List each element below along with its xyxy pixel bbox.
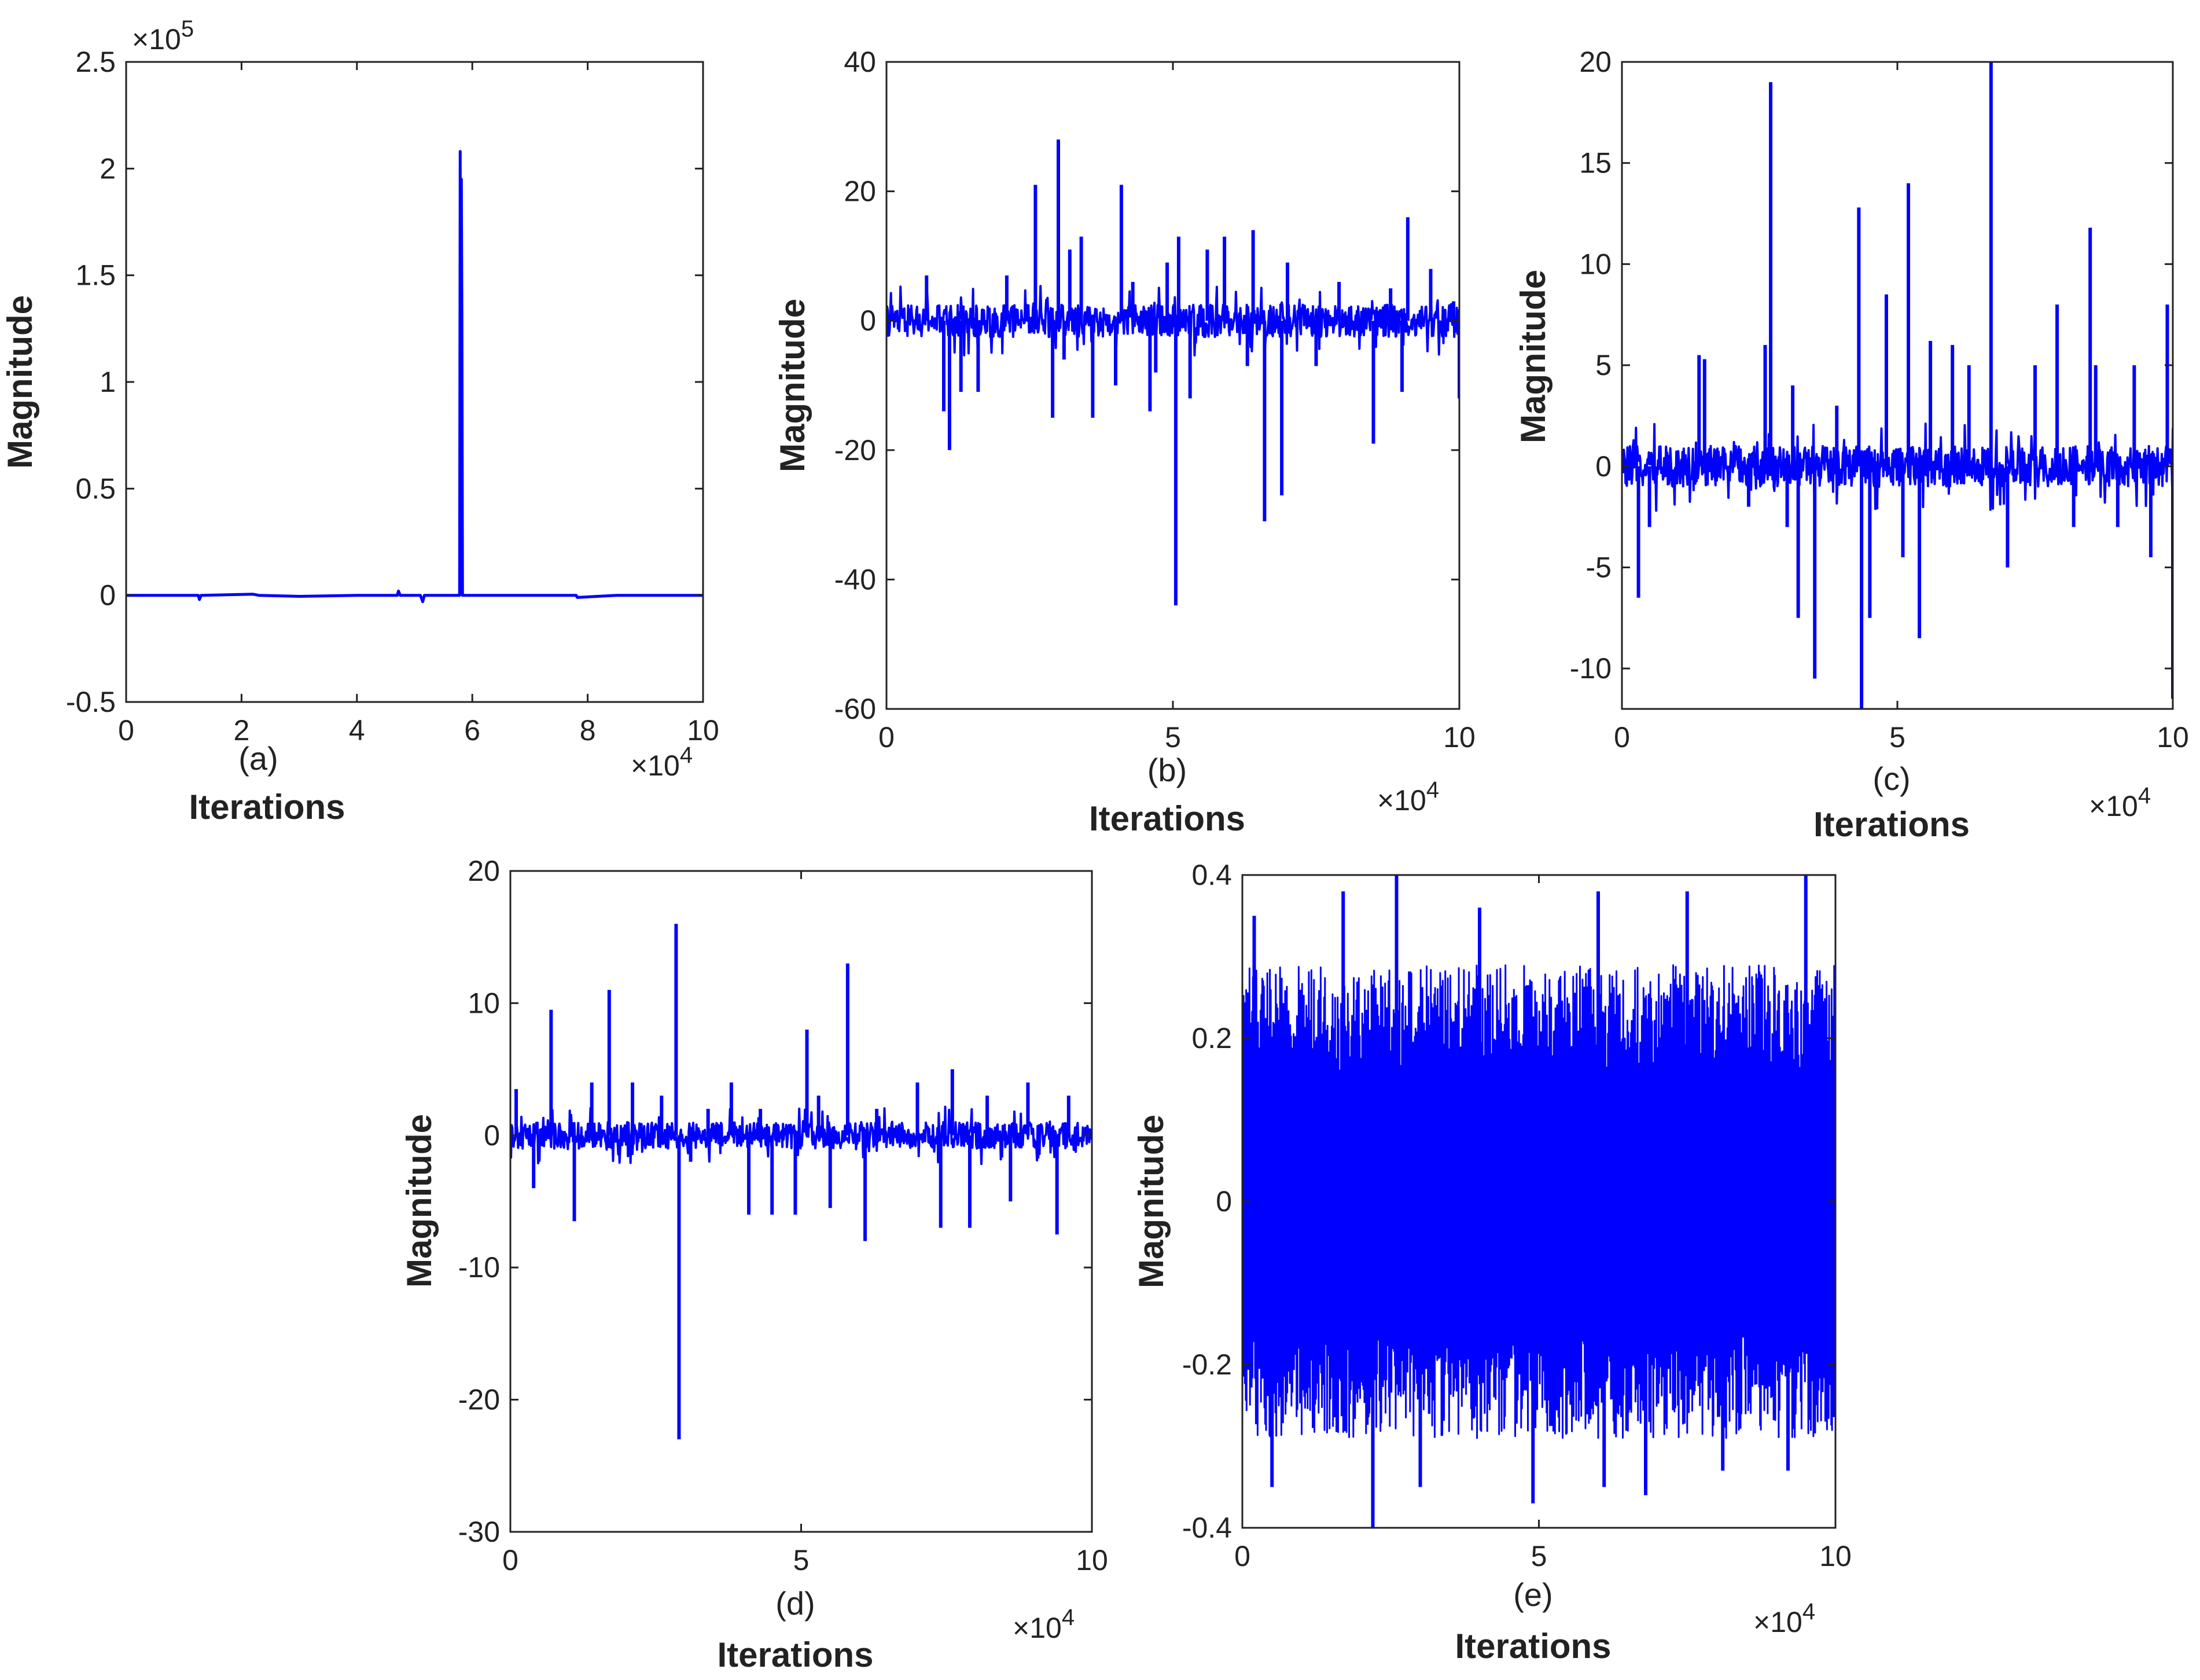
x-tick-label: 5 — [1165, 721, 1181, 753]
x-tick-label: 10 — [687, 714, 719, 747]
x-tick-label: 10 — [1819, 1540, 1852, 1572]
x-tick-label: 0 — [1234, 1540, 1250, 1572]
panel-caption: (d) — [775, 1585, 815, 1622]
y-tick-label: 20 — [468, 855, 500, 887]
axes-box — [125, 61, 704, 703]
y-tick-label: 0.5 — [75, 472, 116, 505]
x-tick-label: 0 — [502, 1544, 518, 1576]
y-tick-label: 20 — [1579, 46, 1612, 78]
panel-b: 0 5 10 -60 -40 -20 0 20 40 ×104 Magnitude (b) Iterat… — [773, 46, 1476, 838]
x-tick-label: 4 — [349, 714, 365, 747]
panel-caption: (e) — [1513, 1576, 1552, 1613]
y-tick-label: 0.4 — [1191, 859, 1232, 891]
x-multiplier: ×104 — [1013, 1605, 1075, 1644]
x-axis-label: Iterations — [1089, 799, 1245, 838]
panel-caption: (b) — [1147, 752, 1187, 788]
y-axis-label: Magnitude — [1132, 1115, 1171, 1288]
panel-caption: (a) — [238, 740, 278, 777]
y-tick-label: -60 — [834, 693, 876, 725]
plot-area — [126, 150, 703, 604]
plot-area — [886, 139, 1459, 606]
x-multiplier: ×104 — [631, 742, 693, 782]
y-tick-label: 1.5 — [75, 259, 116, 292]
y-tick-label: 0 — [100, 579, 116, 612]
y-tick-label: 2.5 — [75, 46, 116, 78]
series-line — [886, 285, 1459, 356]
x-tick-label: 8 — [580, 714, 596, 747]
x-tick-label: 5 — [1531, 1540, 1547, 1572]
y-tick-label: 0 — [1595, 450, 1612, 483]
panel-caption: (c) — [1872, 760, 1910, 797]
x-tick-label: 10 — [1076, 1544, 1108, 1576]
y-tick-label: 10 — [1579, 248, 1612, 280]
y-tick-label: -5 — [1586, 551, 1612, 583]
x-tick-label: 10 — [2157, 721, 2189, 753]
y-tick-label: -0.4 — [1182, 1512, 1232, 1544]
y-tick-label: -20 — [834, 434, 876, 466]
series-line — [510, 1105, 1092, 1166]
x-tick-label: 0 — [1614, 721, 1630, 753]
y-tick-label: 0 — [860, 304, 876, 337]
x-tick-label: 0 — [878, 721, 895, 753]
x-tick-label: 2 — [233, 714, 249, 747]
plot-area — [1622, 62, 2173, 709]
y-tick-label: 0.2 — [1191, 1022, 1232, 1054]
plot-area — [1242, 875, 1835, 1528]
y-tick-label: -0.2 — [1182, 1348, 1232, 1381]
y-tick-label: -30 — [458, 1516, 500, 1548]
y-tick-label: -40 — [834, 563, 876, 595]
y-tick-label: -20 — [458, 1384, 500, 1416]
series-line — [1622, 422, 2173, 512]
x-tick-label: 5 — [793, 1544, 810, 1576]
y-tick-label: -10 — [458, 1251, 500, 1284]
y-tick-label: 10 — [468, 987, 500, 1019]
x-multiplier: ×104 — [1753, 1599, 1815, 1638]
x-tick-label: 6 — [464, 714, 480, 747]
y-tick-label: 40 — [844, 46, 876, 78]
y-axis-label: Magnitude — [1514, 270, 1552, 443]
y-tick-label: 15 — [1579, 147, 1612, 179]
y-tick-label: 1 — [100, 366, 116, 398]
x-axis-label: Iterations — [1813, 805, 1970, 844]
axes-box — [509, 870, 1093, 1533]
plot-area — [510, 924, 1092, 1440]
series-line — [1242, 964, 1835, 1439]
y-tick-label: 20 — [844, 175, 876, 208]
y-tick-label: 2 — [100, 152, 116, 185]
y-tick-label: 0 — [1216, 1185, 1232, 1218]
x-axis-label: Iterations — [717, 1635, 873, 1674]
y-tick-label: 0 — [484, 1119, 500, 1152]
panel-c: 0 5 10 -10 -5 0 5 10 15 20 ×104 Magnitude (c) Iterati… — [1514, 46, 2189, 844]
series-line — [126, 150, 703, 604]
x-tick-label: 10 — [1443, 721, 1476, 753]
x-multiplier: ×104 — [1377, 777, 1439, 817]
x-axis-label: Iterations — [1455, 1627, 1611, 1666]
panel-a: 0 2 4 6 8 10-0.500.511.522.5×104×105Magnitude… — [1, 16, 719, 826]
y-axis-label: Magnitude — [1, 295, 39, 469]
y-tick-label: 5 — [1595, 349, 1612, 381]
x-axis-label: Iterations — [189, 788, 345, 826]
y-multiplier: ×105 — [132, 16, 194, 56]
x-tick-label: 5 — [1889, 721, 1905, 753]
y-axis-label: Magnitude — [773, 299, 812, 472]
x-tick-label: 0 — [118, 714, 134, 747]
panel-d: 0 5 10 -30 -20 -10 0 10 20 ×104 Magnitude (d) Iterat… — [400, 855, 1108, 1674]
y-tick-label: -10 — [1570, 652, 1612, 685]
y-tick-label: -0.5 — [66, 686, 116, 718]
panel-e: 0 5 10 -0.4 -0.2 0 0.2 0.4 ×104 Magnitude (e) Itera… — [1132, 859, 1852, 1666]
y-axis-label: Magnitude — [400, 1114, 439, 1288]
x-multiplier: ×104 — [2089, 783, 2151, 822]
